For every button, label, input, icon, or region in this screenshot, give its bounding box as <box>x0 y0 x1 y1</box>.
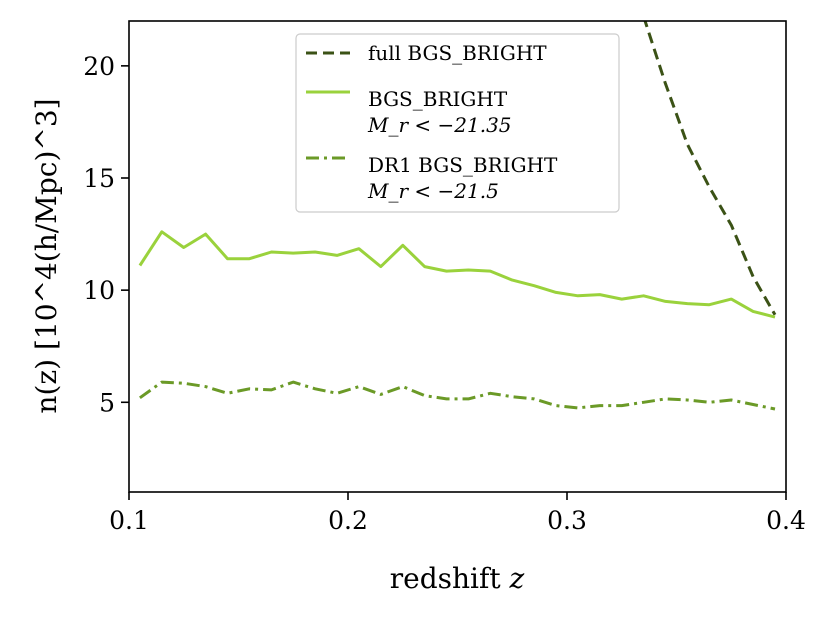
legend-label: DR1 BGS_BRIGHT <box>368 153 558 177</box>
legend-sublabel: M_r < −21.35 <box>367 113 512 137</box>
y-tick-label: 10 <box>83 276 115 305</box>
x-tick-label: 0.4 <box>766 506 806 535</box>
series-line-full-bgs-bright <box>643 21 777 316</box>
legend-box <box>295 33 620 213</box>
y-tick-label: 20 <box>83 52 115 81</box>
series-line-dr1-bgs-bright <box>139 380 776 411</box>
x-axis-label: redshift z <box>390 562 525 595</box>
legend-label: BGS_BRIGHT <box>368 87 508 111</box>
y-tick-label: 15 <box>83 164 115 193</box>
y-axis-label: n(z) [10^4(h/Mpc)^3] <box>30 98 63 413</box>
series-layer <box>138 21 777 411</box>
plot-frame <box>128 20 787 493</box>
legend-sublabel: M_r < −21.5 <box>367 179 499 203</box>
legend-label: full BGS_BRIGHT <box>368 41 547 65</box>
series-line-bgs-bright <box>138 230 776 319</box>
x-tick-label: 0.2 <box>328 506 368 535</box>
x-tick-label: 0.1 <box>109 506 149 535</box>
y-tick-label: 5 <box>99 388 115 417</box>
ticks-layer: 0.1 0.2 0.3 0.4 5 10 15 20 <box>83 52 806 535</box>
x-tick-label: 0.3 <box>547 506 587 535</box>
